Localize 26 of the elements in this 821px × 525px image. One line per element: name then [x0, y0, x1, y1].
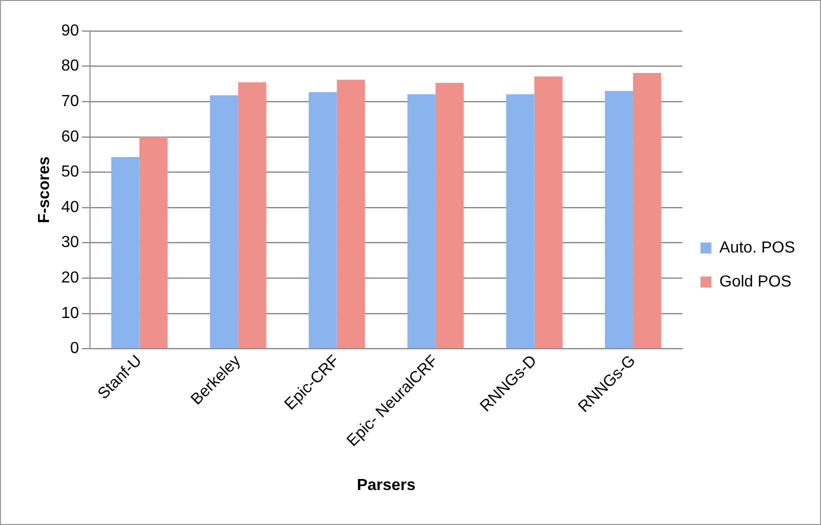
legend-label: Auto. POS — [719, 239, 795, 256]
bar — [238, 82, 266, 348]
y-tick-label: 40 — [61, 198, 80, 216]
bar — [111, 157, 140, 348]
y-tick-label: 60 — [61, 128, 80, 146]
bar — [407, 94, 436, 348]
y-tick-label: 80 — [61, 58, 80, 75]
bar — [633, 73, 662, 348]
y-tick-label: 10 — [61, 304, 80, 322]
bar — [336, 80, 365, 348]
y-tick-label: 30 — [61, 234, 80, 252]
y-tick-label: 0 — [70, 340, 80, 358]
legend-label: Gold POS — [719, 273, 792, 290]
bar — [534, 76, 562, 348]
bar — [604, 91, 634, 348]
bar — [506, 94, 534, 348]
y-tick-label: 20 — [61, 270, 80, 287]
y-tick-label: 50 — [61, 164, 80, 181]
bar — [210, 95, 238, 348]
bar — [308, 92, 337, 348]
y-tick-label: 90 — [61, 22, 80, 40]
x-axis-title: Parsers — [356, 476, 416, 494]
bar — [436, 82, 464, 348]
y-tick-label: 70 — [61, 93, 80, 110]
y-axis-title: F-scores — [36, 156, 54, 224]
bar — [139, 136, 168, 348]
